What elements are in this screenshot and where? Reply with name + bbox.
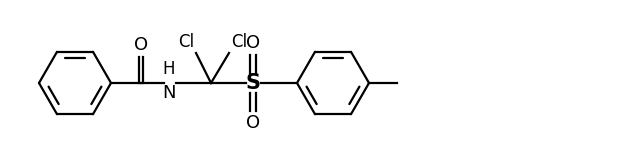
Text: O: O (134, 36, 148, 54)
Text: Cl: Cl (231, 33, 247, 51)
Text: H: H (163, 59, 175, 78)
Text: S: S (246, 73, 260, 93)
Text: O: O (246, 114, 260, 132)
Text: O: O (246, 34, 260, 52)
Text: Cl: Cl (178, 33, 194, 51)
Text: N: N (163, 84, 176, 102)
